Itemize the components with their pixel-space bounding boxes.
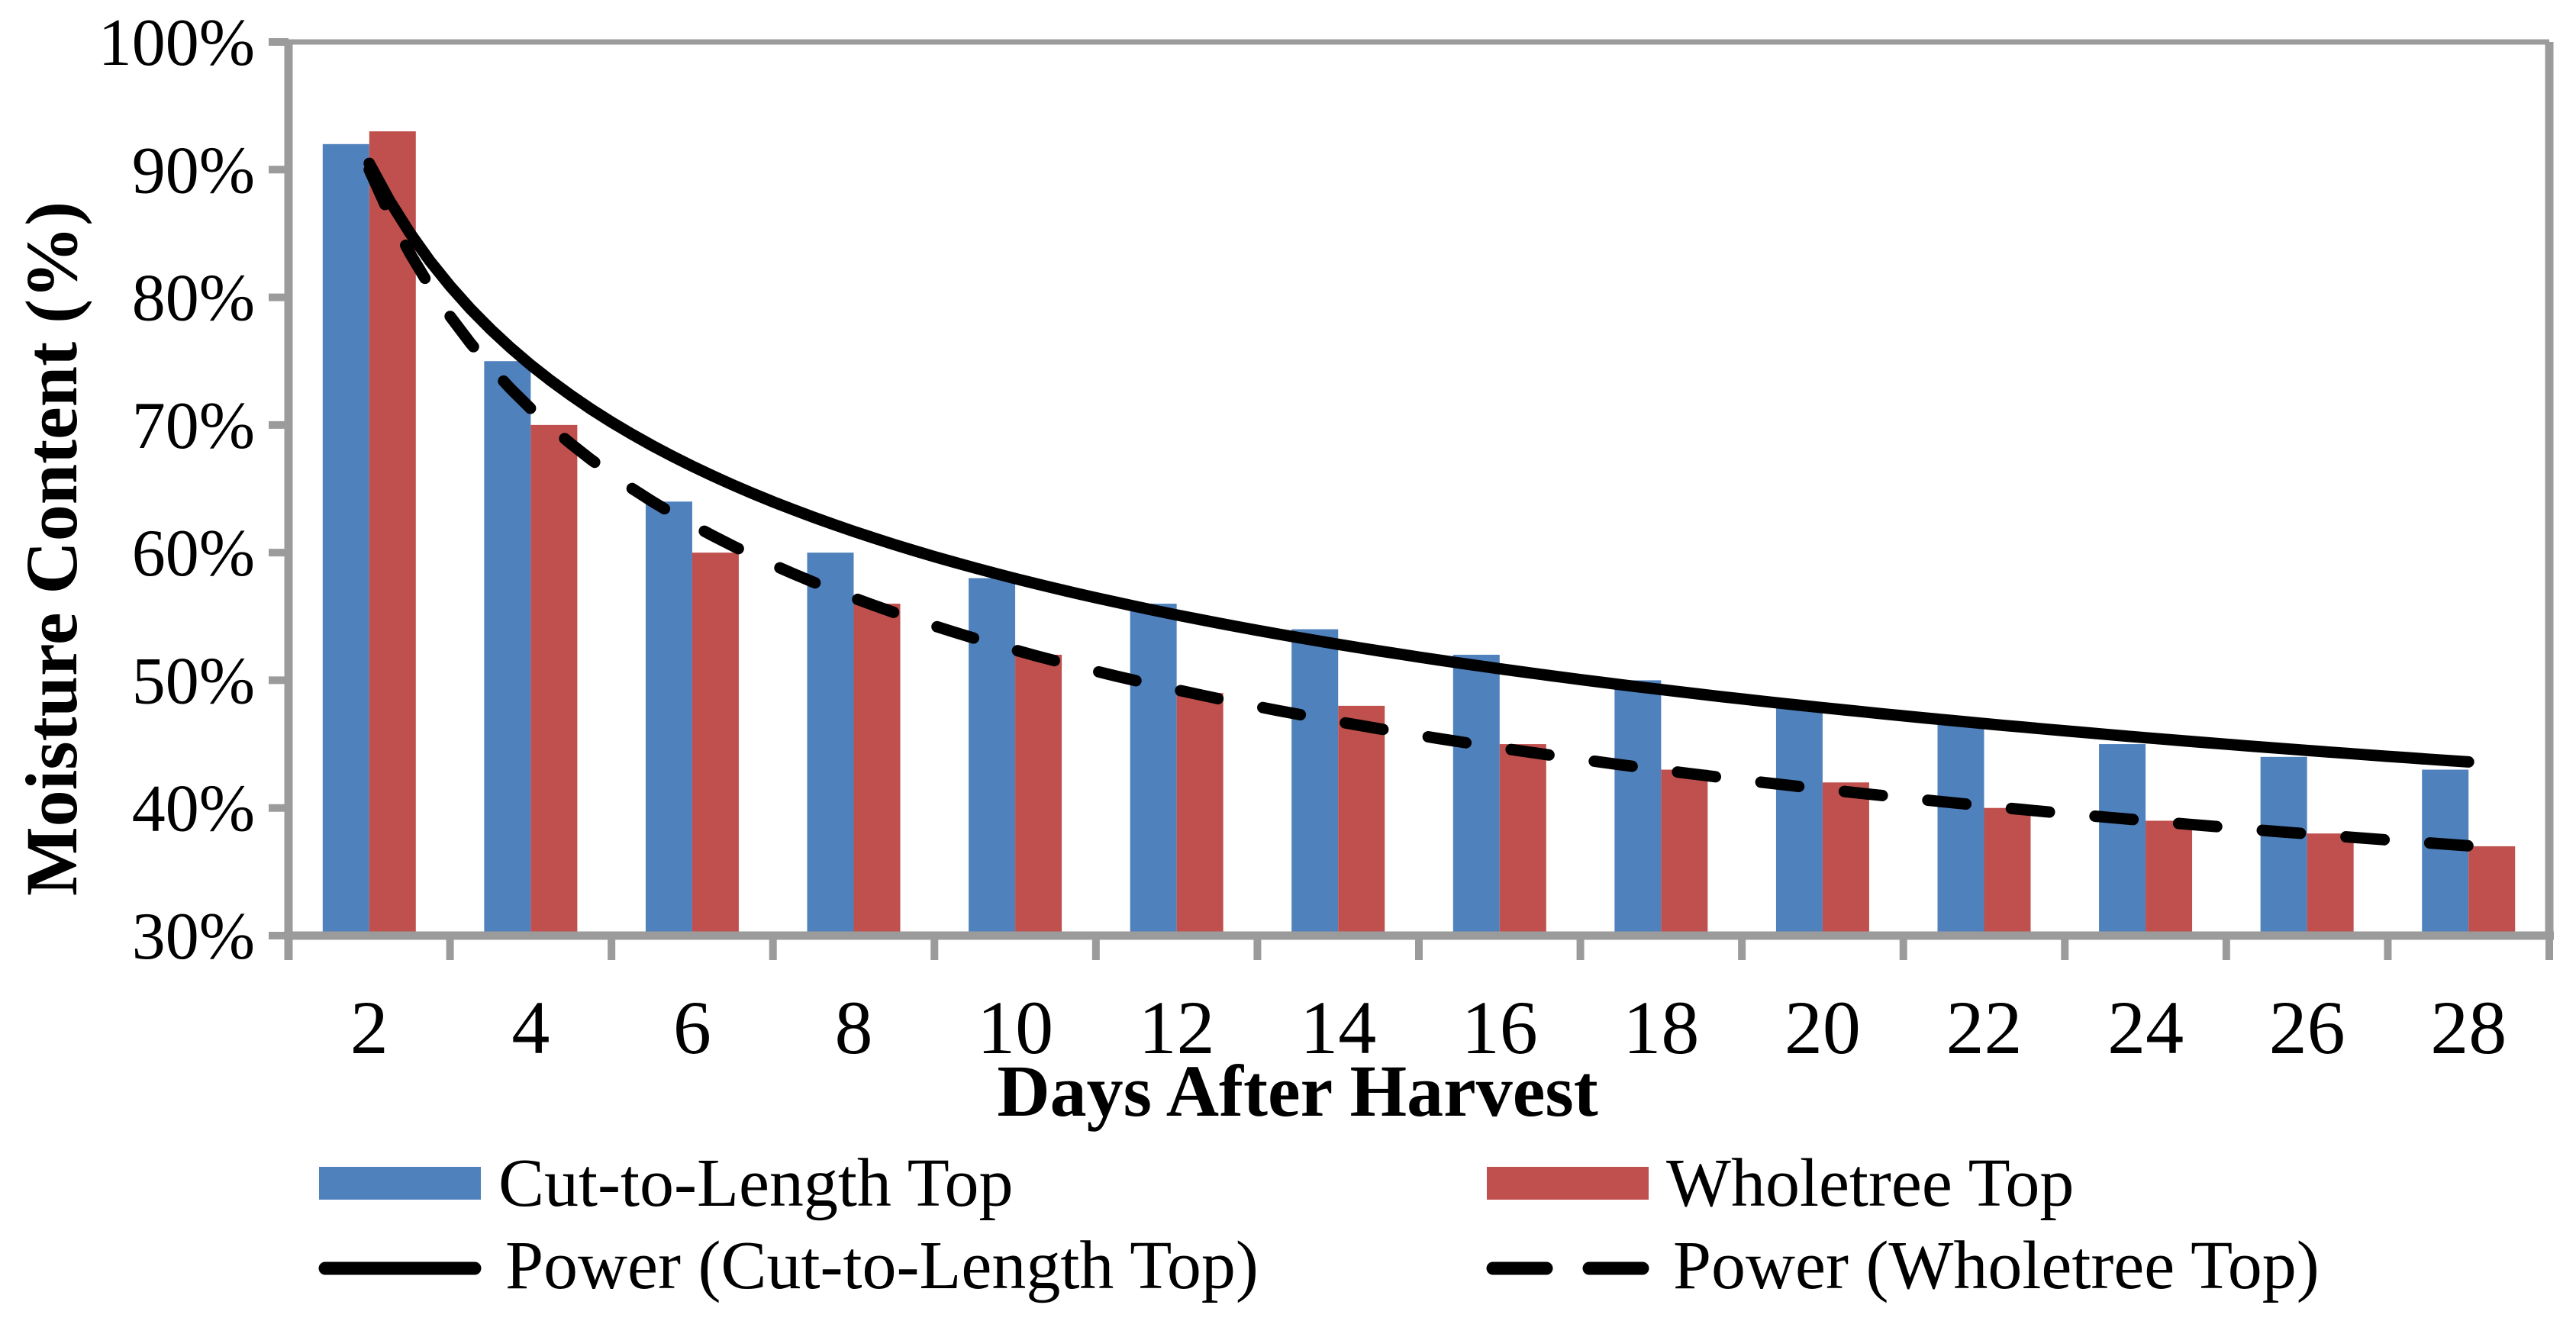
trendlines-group bbox=[363, 157, 2474, 852]
bar-cut-to-length-top-day-22 bbox=[1937, 718, 1984, 939]
x-tick-label: 14 bbox=[1300, 985, 1376, 1070]
bar-cut-to-length-top-day-28 bbox=[2422, 769, 2469, 939]
y-tick-label: 80% bbox=[132, 262, 255, 336]
y-axis-title: Moisture Content (%) bbox=[11, 201, 92, 896]
x-tick-label: 4 bbox=[511, 985, 550, 1070]
x-tick-label: 16 bbox=[1462, 985, 1538, 1070]
y-tick-label: 30% bbox=[132, 900, 255, 974]
y-tick-label: 70% bbox=[132, 389, 255, 463]
bar-wholetree-top-day-6 bbox=[692, 553, 739, 939]
legend-label-power-cut-to-length-top: Power (Cut-to-Length Top) bbox=[505, 1228, 1259, 1303]
bar-cut-to-length-top-day-10 bbox=[969, 578, 1016, 939]
bar-wholetree-top-day-8 bbox=[853, 604, 901, 939]
x-tick-label: 26 bbox=[2269, 985, 2345, 1070]
bar-cut-to-length-top-day-4 bbox=[484, 361, 531, 939]
y-tick-label: 90% bbox=[132, 134, 255, 208]
x-tick-label: 28 bbox=[2430, 985, 2507, 1070]
legend-item-power-wholetree-top: Power (Wholetree Top) bbox=[1486, 1228, 2320, 1303]
cut-to-length-top-swatch-icon bbox=[319, 1167, 481, 1200]
x-tick-label: 20 bbox=[1785, 985, 1861, 1070]
bar-cut-to-length-top-day-8 bbox=[807, 553, 854, 939]
bar-wholetree-top-day-10 bbox=[1015, 654, 1062, 939]
x-tick-label: 24 bbox=[2107, 985, 2184, 1070]
bar-cut-to-length-top-day-18 bbox=[1614, 680, 1662, 939]
y-axis-labels-group: 30% 40% 50% 60% 70% 80% 90% 100% bbox=[98, 6, 255, 974]
x-tick-label: 18 bbox=[1623, 985, 1699, 1070]
bar-wholetree-top-day-26 bbox=[2307, 833, 2354, 939]
bars-group bbox=[322, 131, 2516, 940]
x-axis-title: Days After Harvest bbox=[997, 1050, 1598, 1132]
legend-label-power-wholetree-top: Power (Wholetree Top) bbox=[1673, 1228, 2320, 1303]
legend-item-power-cut-to-length-top: Power (Cut-to-Length Top) bbox=[318, 1228, 1259, 1303]
x-tick-label: 10 bbox=[977, 985, 1053, 1070]
x-tick-label: 2 bbox=[350, 985, 388, 1070]
legend-label-cut-to-length-top: Cut-to-Length Top bbox=[498, 1145, 1013, 1221]
bar-cut-to-length-top-day-24 bbox=[2099, 744, 2146, 939]
y-tick-label: 40% bbox=[132, 772, 255, 846]
y-tick-label: 60% bbox=[132, 517, 255, 591]
x-axis-ticks-group bbox=[285, 936, 2553, 960]
bar-cut-to-length-top-day-20 bbox=[1775, 705, 1823, 939]
bar-cut-to-length-top-day-12 bbox=[1130, 604, 1177, 939]
legend-item-cut-to-length-top: Cut-to-Length Top bbox=[319, 1145, 1013, 1221]
bar-wholetree-top-day-12 bbox=[1176, 693, 1224, 939]
y-tick-label: 50% bbox=[132, 644, 255, 718]
y-axis-ticks-group bbox=[269, 38, 289, 939]
bar-wholetree-top-day-24 bbox=[2146, 820, 2193, 939]
bar-wholetree-top-day-18 bbox=[1661, 769, 1708, 939]
solid-power-trendline bbox=[363, 157, 2474, 768]
x-tick-label: 12 bbox=[1139, 985, 1215, 1070]
bar-cut-to-length-top-day-2 bbox=[322, 143, 369, 939]
legend-item-wholetree-top: Wholetree Top bbox=[1487, 1145, 2074, 1221]
y-tick-label: 100% bbox=[98, 6, 255, 80]
bar-cut-to-length-top-day-16 bbox=[1452, 654, 1500, 939]
bar-wholetree-top-day-4 bbox=[530, 424, 578, 939]
x-axis-labels-group: 2 4 6 8 10 12 14 16 18 20 22 24 26 28 bbox=[350, 985, 2507, 1070]
wholetree-top-swatch-icon bbox=[1487, 1167, 1649, 1200]
bar-wholetree-top-day-16 bbox=[1499, 744, 1546, 939]
bar-wholetree-top-day-2 bbox=[369, 131, 416, 940]
legend: Cut-to-Length Top Wholetree Top Power (C… bbox=[318, 1145, 2320, 1303]
bar-wholetree-top-day-20 bbox=[1822, 782, 1869, 939]
bar-cut-to-length-top-day-14 bbox=[1291, 629, 1339, 939]
x-tick-label: 22 bbox=[1946, 985, 2023, 1070]
bar-wholetree-top-day-22 bbox=[1984, 807, 2031, 939]
legend-label-wholetree-top: Wholetree Top bbox=[1666, 1145, 2074, 1221]
bar-wholetree-top-day-28 bbox=[2468, 846, 2516, 939]
bar-wholetree-top-day-14 bbox=[1338, 705, 1385, 939]
x-tick-label: 8 bbox=[835, 985, 873, 1070]
x-tick-label: 6 bbox=[673, 985, 711, 1070]
bar-cut-to-length-top-day-6 bbox=[645, 501, 692, 939]
dashed-power-trendline bbox=[363, 163, 2474, 852]
bar-cut-to-length-top-day-26 bbox=[2260, 756, 2307, 939]
